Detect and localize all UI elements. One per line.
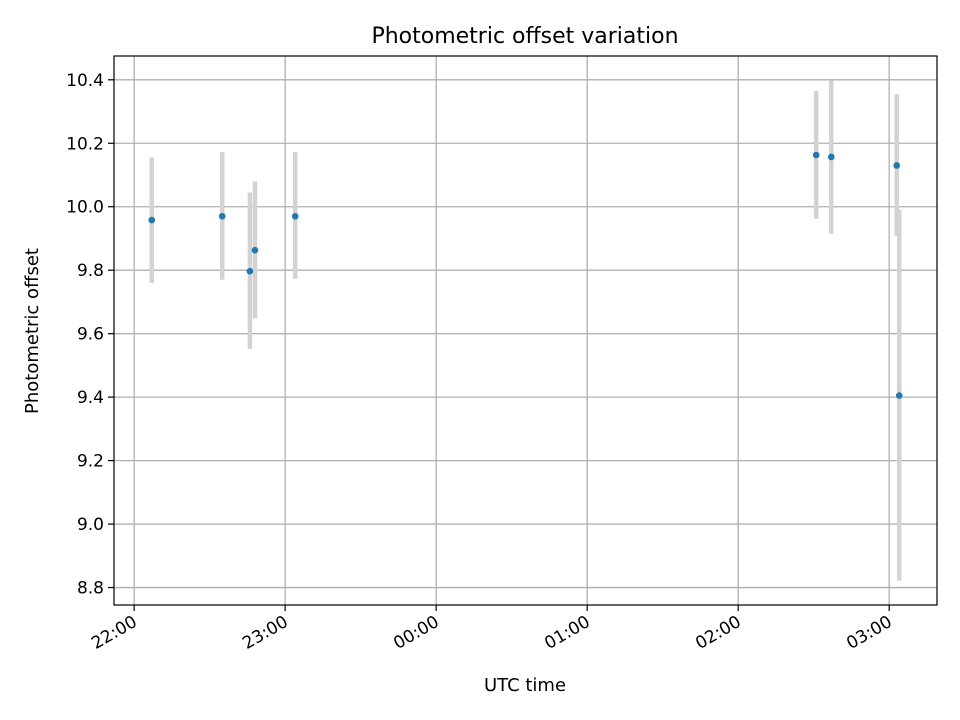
data-point [218,212,226,220]
chart-title: Photometric offset variation [371,24,678,49]
y-axis-label: Photometric offset [22,248,43,414]
data-points [148,151,903,399]
plot-area-frame [113,55,938,606]
y-tick-label: 10.0 [66,198,104,218]
data-point [246,267,254,275]
data-point [812,151,820,159]
data-point [895,392,903,399]
data-point [251,246,259,254]
y-tick-label: 9.6 [77,325,104,345]
data-point [291,212,299,220]
y-tick-label: 10.4 [66,71,104,91]
y-tick-label: 9.2 [77,452,104,472]
grid-lines [114,56,937,605]
y-tick-label: 8.8 [77,579,104,599]
y-axis-ticks: 8.8 9.0 9.2 9.4 9.6 9.8 10.0 10.2 10.4 [66,71,114,599]
data-point [827,153,835,161]
y-tick-label: 9.4 [77,388,104,408]
y-tick-label: 9.0 [77,515,104,535]
y-tick-label: 10.2 [66,134,104,154]
x-axis-label: UTC time [484,675,566,696]
data-point [148,216,156,224]
y-tick-label: 9.8 [77,261,104,281]
data-point [893,162,901,169]
